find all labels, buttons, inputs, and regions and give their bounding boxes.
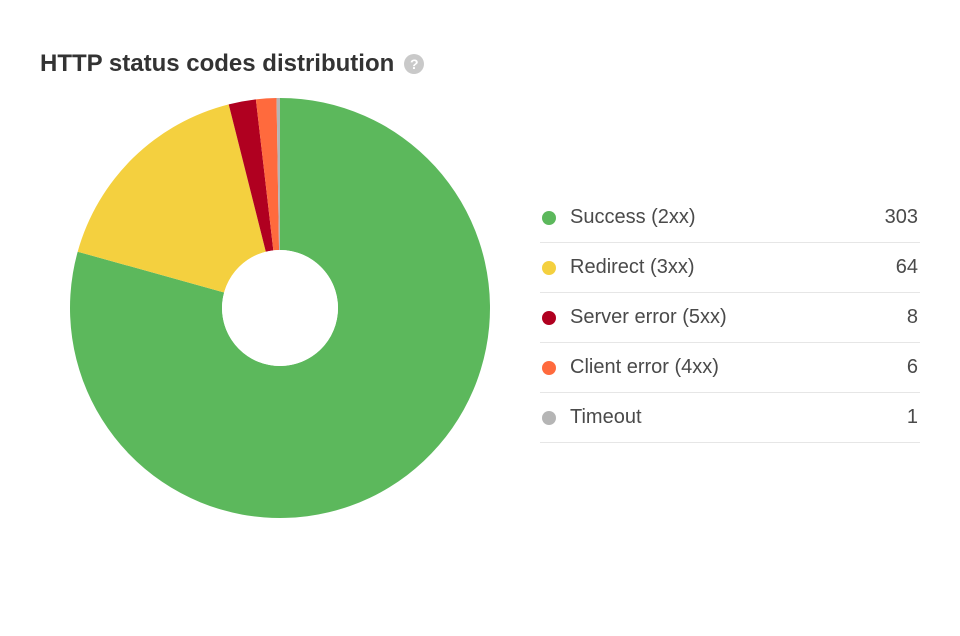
legend-value-client_error: 6 — [907, 356, 918, 379]
legend-label-server_error: Server error (5xx) — [570, 306, 907, 329]
title-row: HTTP status codes distribution ? — [40, 50, 920, 78]
donut-chart — [60, 88, 500, 528]
legend-label-redirect: Redirect (3xx) — [570, 256, 896, 279]
legend-row-client_error[interactable]: Client error (4xx)6 — [540, 343, 920, 393]
legend-swatch-client_error — [542, 361, 556, 375]
donut-svg — [60, 88, 500, 528]
legend-swatch-success — [542, 211, 556, 225]
legend-value-success: 303 — [885, 206, 918, 229]
panel-title: HTTP status codes distribution — [40, 50, 394, 78]
legend-value-redirect: 64 — [896, 256, 918, 279]
legend-row-server_error[interactable]: Server error (5xx)8 — [540, 293, 920, 343]
panel-content: Success (2xx)303Redirect (3xx)64Server e… — [40, 88, 920, 528]
legend-value-timeout: 1 — [907, 406, 918, 429]
donut-hole — [222, 250, 338, 366]
legend: Success (2xx)303Redirect (3xx)64Server e… — [540, 193, 920, 443]
legend-swatch-timeout — [542, 411, 556, 425]
legend-label-success: Success (2xx) — [570, 206, 885, 229]
legend-swatch-server_error — [542, 311, 556, 325]
legend-row-success[interactable]: Success (2xx)303 — [540, 193, 920, 243]
legend-value-server_error: 8 — [907, 306, 918, 329]
legend-swatch-redirect — [542, 261, 556, 275]
legend-label-timeout: Timeout — [570, 406, 907, 429]
help-icon[interactable]: ? — [404, 54, 424, 74]
legend-label-client_error: Client error (4xx) — [570, 356, 907, 379]
http-status-panel: HTTP status codes distribution ? Success… — [0, 0, 960, 636]
legend-row-timeout[interactable]: Timeout1 — [540, 393, 920, 443]
legend-row-redirect[interactable]: Redirect (3xx)64 — [540, 243, 920, 293]
